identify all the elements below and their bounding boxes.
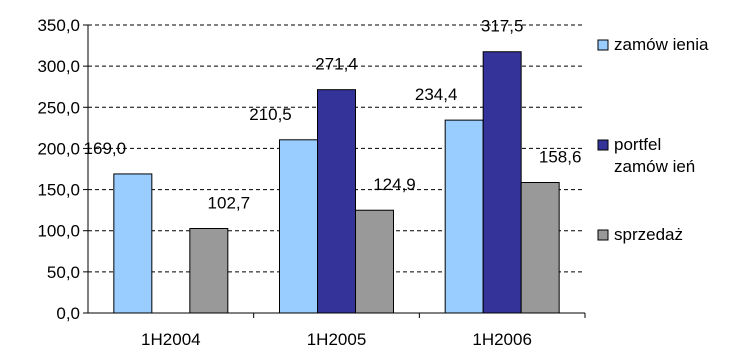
bar	[189, 227, 229, 314]
y-tick-label: 350,0	[37, 16, 80, 35]
data-label: 317,5	[481, 17, 524, 36]
x-tick-label: 1H2006	[472, 330, 532, 349]
y-tick-label: 300,0	[37, 57, 80, 76]
data-label: 169,0	[84, 139, 127, 158]
legend-label: zamów ień	[614, 157, 695, 176]
bar	[444, 119, 484, 314]
bar	[520, 181, 560, 314]
legend-label: sprzedaż	[614, 225, 683, 244]
x-tick-label: 1H2005	[307, 330, 367, 349]
legend-swatch	[597, 229, 609, 241]
bar	[482, 51, 522, 314]
bar	[355, 209, 394, 314]
legend-label: portfel	[614, 135, 661, 154]
y-axis-ticks: 0,0 50,0 100,0 150,0 200,0 250,0 300,0 350,0	[37, 16, 80, 323]
legend-swatch	[597, 39, 609, 51]
data-label: 234,4	[415, 85, 458, 104]
y-tick-label: 50,0	[47, 263, 80, 282]
y-tick-label: 200,0	[37, 139, 80, 158]
bar	[113, 173, 153, 314]
y-tick-label: 100,0	[37, 222, 80, 241]
data-labels: 169,0 210,5 234,4 271,4 317,5 102,7 124,9 158,6	[84, 17, 582, 213]
data-label: 124,9	[373, 175, 416, 194]
data-label: 271,4	[315, 55, 358, 74]
legend: zamów ienia portfel zamów ień sprzedaż	[597, 35, 709, 244]
x-axis-ticks: 1H2004 1H2005 1H2006	[141, 330, 532, 349]
bar	[279, 139, 318, 314]
y-tick-label: 150,0	[37, 181, 80, 200]
bar	[317, 89, 356, 314]
legend-label: zamów ienia	[614, 35, 709, 54]
data-label: 158,6	[539, 147, 582, 166]
data-label: 210,5	[249, 105, 292, 124]
x-tick-label: 1H2004	[141, 330, 201, 349]
bars	[113, 51, 560, 314]
y-tick-label: 0,0	[56, 304, 80, 323]
data-label: 102,7	[208, 193, 251, 212]
legend-swatch	[597, 139, 609, 151]
y-tick-label: 250,0	[37, 98, 80, 117]
